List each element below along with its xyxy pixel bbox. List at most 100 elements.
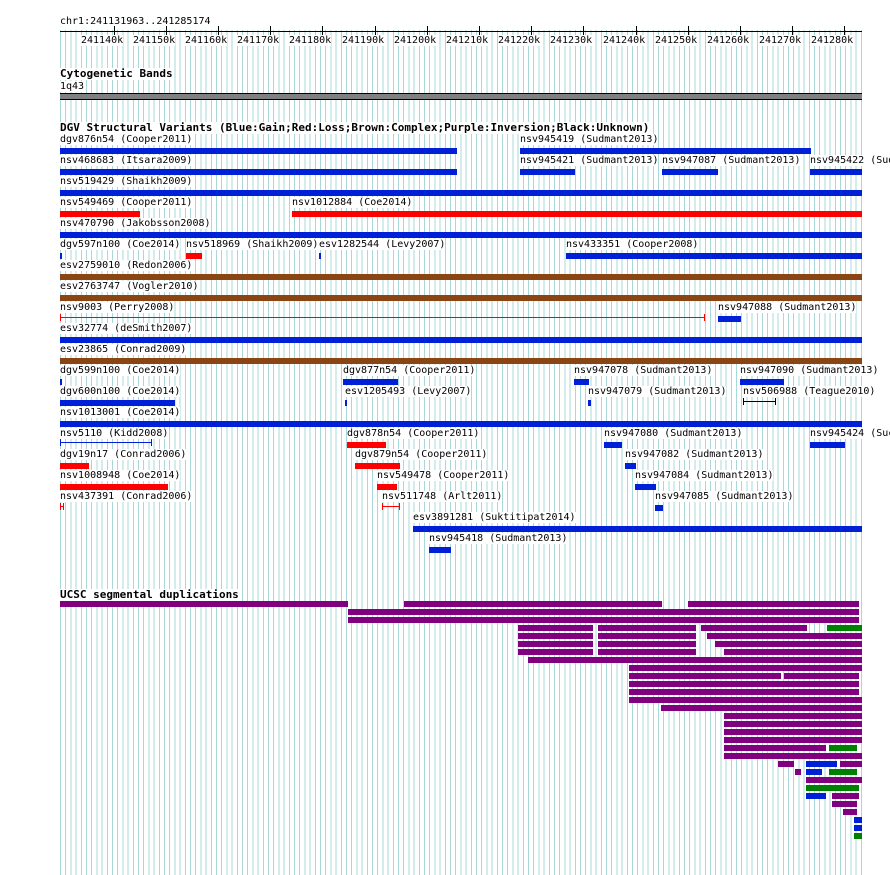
segdup-bar[interactable] <box>724 713 862 719</box>
segdup-bar[interactable] <box>598 633 696 639</box>
dgv-feature-bar[interactable] <box>60 484 168 490</box>
segdup-bar[interactable] <box>724 737 862 743</box>
dgv-feature-bar[interactable] <box>520 148 811 154</box>
dgv-feature-bar[interactable] <box>574 379 589 385</box>
dgv-feature-bar[interactable] <box>343 379 398 385</box>
dgv-feature-bar[interactable] <box>60 463 89 469</box>
segdup-bar[interactable] <box>724 729 862 735</box>
segdup-bar[interactable] <box>806 785 859 791</box>
segdup-bar[interactable] <box>688 601 859 607</box>
dgv-feature-bar[interactable] <box>625 463 636 469</box>
dgv-feature-bar[interactable] <box>520 169 575 175</box>
segdup-bar[interactable] <box>795 769 801 775</box>
dgv-feature-bar[interactable] <box>604 442 622 448</box>
dgv-feature-bar[interactable] <box>718 316 741 322</box>
segdup-bar[interactable] <box>724 649 862 655</box>
dgv-feature-bar[interactable] <box>60 358 862 364</box>
dgv-feature-bar[interactable] <box>413 526 862 532</box>
dgv-feature-bar[interactable] <box>60 253 62 259</box>
dgv-feature-bar[interactable] <box>292 211 862 217</box>
dgv-feature-label: esv1282544 (Levy2007) <box>319 239 446 250</box>
dgv-feature-endcap <box>60 439 61 446</box>
dgv-feature-bar[interactable] <box>347 442 386 448</box>
dgv-feature-bar[interactable] <box>60 379 62 385</box>
segdup-bar[interactable] <box>629 665 862 671</box>
dgv-feature-bar[interactable] <box>186 253 202 259</box>
segdup-bar[interactable] <box>715 641 862 647</box>
dgv-feature-label: nsv518969 (Shaikh2009) <box>186 239 319 250</box>
dgv-feature-bar[interactable] <box>429 547 451 553</box>
dgv-feature-line[interactable] <box>382 506 400 507</box>
ruler-tick <box>114 26 115 36</box>
dgv-feature-line[interactable] <box>743 401 776 402</box>
segdup-bar[interactable] <box>701 625 807 631</box>
segdup-bar[interactable] <box>832 793 859 799</box>
segdup-bar[interactable] <box>404 601 662 607</box>
segdup-bar[interactable] <box>840 761 862 767</box>
segdup-bar[interactable] <box>806 777 862 783</box>
segdup-bar[interactable] <box>778 761 794 767</box>
segdup-bar[interactable] <box>829 769 857 775</box>
segdup-bar[interactable] <box>528 657 862 663</box>
segdup-bar[interactable] <box>724 721 862 727</box>
segdup-bar[interactable] <box>829 745 857 751</box>
segdup-bar[interactable] <box>629 689 859 695</box>
segdup-bar[interactable] <box>843 809 857 815</box>
segdup-bar[interactable] <box>707 633 862 639</box>
dgv-feature-bar[interactable] <box>60 232 862 238</box>
dgv-feature-line[interactable] <box>60 442 152 443</box>
segdup-bar[interactable] <box>598 625 696 631</box>
dgv-feature-bar[interactable] <box>60 148 457 154</box>
dgv-feature-line[interactable] <box>60 317 705 318</box>
dgv-feature-label: esv32774 (deSmith2007) <box>60 323 193 334</box>
dgv-feature-bar[interactable] <box>662 169 718 175</box>
segdup-bar[interactable] <box>518 633 593 639</box>
segdup-bar[interactable] <box>518 625 593 631</box>
dgv-feature-bar[interactable] <box>355 463 400 469</box>
segdup-bar[interactable] <box>806 769 822 775</box>
segdup-bar[interactable] <box>598 641 696 647</box>
dgv-feature-bar[interactable] <box>345 400 347 406</box>
segdup-bar[interactable] <box>827 625 862 631</box>
segdup-bar[interactable] <box>629 697 862 703</box>
dgv-feature-bar[interactable] <box>60 421 862 427</box>
segdup-bar[interactable] <box>518 649 593 655</box>
dgv-feature-bar[interactable] <box>377 484 397 490</box>
segdup-bar[interactable] <box>598 649 696 655</box>
segdup-bar[interactable] <box>806 761 837 767</box>
dgv-feature-bar[interactable] <box>740 379 784 385</box>
dgv-feature-line[interactable] <box>60 506 64 507</box>
segdup-bar[interactable] <box>854 825 862 831</box>
segdup-bar[interactable] <box>854 833 862 839</box>
dgv-feature-bar[interactable] <box>60 400 175 406</box>
dgv-feature-bar[interactable] <box>810 442 845 448</box>
dgv-feature-bar[interactable] <box>635 484 656 490</box>
segdup-bar[interactable] <box>518 641 593 647</box>
segdup-bar[interactable] <box>806 793 826 799</box>
dgv-feature-bar[interactable] <box>60 337 862 343</box>
segdup-bar[interactable] <box>724 753 862 759</box>
segdup-bar[interactable] <box>348 609 859 615</box>
segdup-bar[interactable] <box>629 673 781 679</box>
dgv-feature-bar[interactable] <box>60 190 862 196</box>
ruler-tick <box>844 26 845 36</box>
segdup-bar[interactable] <box>832 801 857 807</box>
dgv-feature-bar[interactable] <box>319 253 321 259</box>
dgv-feature-bar[interactable] <box>60 169 457 175</box>
dgv-feature-bar[interactable] <box>655 505 663 511</box>
segdup-bar[interactable] <box>60 601 348 607</box>
dgv-feature-endcap <box>60 314 61 321</box>
dgv-feature-bar[interactable] <box>588 400 591 406</box>
segdup-bar[interactable] <box>854 817 862 823</box>
dgv-feature-bar[interactable] <box>60 274 862 280</box>
cytoband-bar[interactable] <box>60 93 862 100</box>
segdup-bar[interactable] <box>629 681 859 687</box>
dgv-feature-bar[interactable] <box>60 295 862 301</box>
dgv-feature-bar[interactable] <box>60 211 140 217</box>
dgv-feature-bar[interactable] <box>566 253 862 259</box>
dgv-feature-bar[interactable] <box>810 169 862 175</box>
segdup-bar[interactable] <box>661 705 862 711</box>
segdup-bar[interactable] <box>724 745 826 751</box>
segdup-bar[interactable] <box>348 617 859 623</box>
segdup-bar[interactable] <box>784 673 859 679</box>
